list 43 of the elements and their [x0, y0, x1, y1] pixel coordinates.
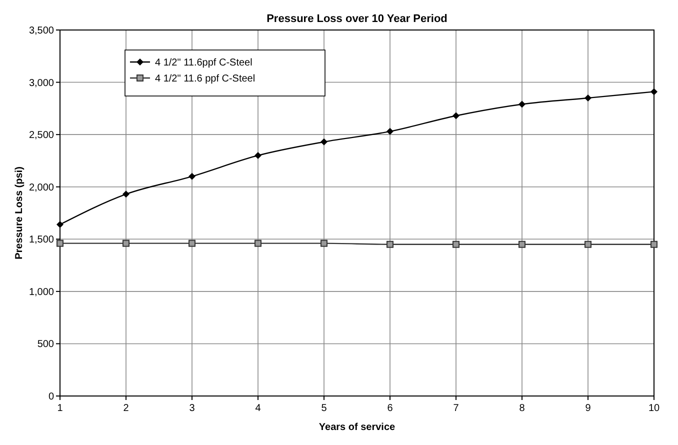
point — [254, 152, 262, 159]
x-tick-label: 5 — [321, 403, 328, 414]
x-tick-label: 1 — [57, 403, 64, 414]
point — [122, 240, 130, 247]
point — [518, 100, 526, 108]
point — [650, 88, 658, 96]
y-tick-label: 500 — [37, 339, 54, 350]
y-tick-label: 1,500 — [28, 234, 54, 246]
point — [320, 240, 328, 247]
point — [254, 240, 262, 247]
x-tick-label: 8 — [519, 403, 526, 414]
x-tick-label: 2 — [123, 403, 130, 414]
chart-title: Pressure Loss over 10 Year Period — [266, 13, 448, 25]
y-tick-label: 2,000 — [28, 182, 54, 194]
point — [56, 221, 64, 228]
point — [386, 128, 394, 135]
point — [584, 94, 592, 102]
y-axis-title: Pressure Loss (psi) — [14, 166, 25, 260]
y-tick-label: 3,500 — [28, 26, 54, 36]
point — [518, 240, 526, 248]
x-tick-label: 9 — [585, 403, 592, 414]
point — [56, 240, 64, 247]
x-tick-label: 6 — [387, 403, 394, 414]
point — [320, 138, 328, 146]
point — [122, 190, 130, 198]
point — [584, 240, 592, 248]
x-tick-label: 10 — [648, 403, 660, 414]
point — [650, 240, 658, 248]
point — [452, 112, 460, 120]
y-tick-label: 2,500 — [28, 130, 54, 142]
y-tick-label: 1,000 — [28, 286, 54, 298]
y-tick-label: 3,000 — [28, 78, 54, 89]
point — [188, 172, 196, 180]
legend-label: 4 1/2" 11.6 ppf C-Steel — [155, 74, 256, 84]
x-tick-label: 4 — [255, 403, 262, 414]
x-tick-label: 3 — [189, 403, 196, 414]
point — [452, 240, 460, 248]
x-tick-label: 7 — [453, 403, 460, 414]
legend-label: 4 1/2" 11.6ppf C-Steel — [155, 58, 252, 68]
point — [386, 240, 394, 248]
y-tick-label: 0 — [48, 392, 54, 402]
point — [188, 240, 196, 247]
x-axis-title: Years of service — [318, 422, 396, 433]
